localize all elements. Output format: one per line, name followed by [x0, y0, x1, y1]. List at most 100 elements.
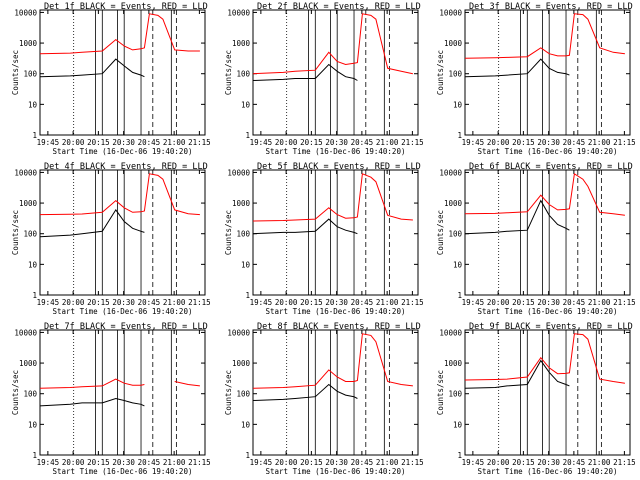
y-tick-label: 1000	[444, 39, 463, 48]
x-tick-label: 21:15	[401, 298, 424, 307]
x-tick-label: 20:15	[300, 458, 323, 467]
y-tick-label: 1000	[19, 39, 38, 48]
y-tick-label: 10	[28, 260, 38, 269]
plot-frame	[252, 329, 419, 456]
y-tick-label: 10	[453, 420, 463, 429]
panel-det-8: Det 8f BLACK = Events, RED = LLD 1 10 100 10…	[224, 322, 424, 476]
x-tick-label: 20:30	[325, 138, 348, 147]
x-tick-label: 20:30	[112, 138, 135, 147]
x-tick-label: 21:15	[613, 298, 636, 307]
y-axis-label: Counts/sec	[436, 210, 445, 255]
x-tick-label: 21:00	[588, 298, 611, 307]
y-axis-label: Counts/sec	[11, 370, 20, 415]
lld-series-line	[464, 333, 625, 384]
x-tick-label: 20:00	[275, 138, 298, 147]
panel-title: Det 9f BLACK = Events, RED = LLD	[469, 322, 633, 332]
y-tick-label: 100	[23, 390, 37, 399]
plot-frame	[39, 329, 206, 456]
x-tick-label: 20:15	[87, 138, 110, 147]
lld-series-line	[39, 173, 200, 216]
x-tick-label: 20:00	[487, 298, 510, 307]
events-series-line	[464, 58, 570, 78]
y-tick-label: 100	[448, 70, 462, 79]
x-tick-label: 19:45	[37, 458, 60, 467]
y-tick-label: 10000	[227, 168, 250, 177]
plot-frame	[252, 169, 419, 296]
y-axis-label: Counts/sec	[224, 370, 233, 415]
y-tick-label: 10000	[439, 8, 462, 17]
y-tick-label: 10	[28, 420, 38, 429]
events-series-line	[464, 199, 570, 235]
x-tick-label: 20:15	[87, 298, 110, 307]
plot-frame	[464, 169, 631, 296]
panel-title: Det 1f BLACK = Events, RED = LLD	[44, 2, 208, 12]
x-tick-label: 20:30	[325, 458, 348, 467]
x-axis-label: Start Time (16-Dec-06 19:40:20)	[266, 147, 406, 156]
x-tick-label: 19:45	[250, 138, 273, 147]
x-tick-label: 21:00	[163, 138, 186, 147]
x-axis-label: Start Time (16-Dec-06 19:40:20)	[478, 467, 618, 476]
lld-series-line	[252, 173, 413, 222]
lld-series-line	[39, 378, 200, 389]
y-tick-label: 10000	[439, 168, 462, 177]
y-tick-label: 1	[457, 451, 462, 460]
panel-det-5: Det 5f BLACK = Events, RED = LLD 1 10 100 10…	[224, 162, 424, 316]
panel-title: Det 4f BLACK = Events, RED = LLD	[44, 162, 208, 172]
x-tick-label: 20:15	[300, 138, 323, 147]
x-tick-label: 21:00	[163, 458, 186, 467]
lld-series-line	[252, 333, 413, 389]
x-tick-label: 20:45	[563, 458, 586, 467]
x-tick-label: 20:00	[487, 138, 510, 147]
events-series-line	[252, 218, 358, 235]
y-axis-label: Counts/sec	[224, 50, 233, 95]
y-tick-label: 100	[23, 70, 37, 79]
x-axis-label: Start Time (16-Dec-06 19:40:20)	[266, 307, 406, 316]
panel-det-3: Det 3f BLACK = Events, RED = LLD 1 10 100 10…	[436, 2, 636, 156]
y-tick-label: 100	[448, 230, 462, 239]
x-tick-label: 21:00	[588, 138, 611, 147]
panel-det-4: Det 4f BLACK = Events, RED = LLD 1 10 100 10…	[11, 162, 211, 316]
x-tick-label: 21:15	[613, 458, 636, 467]
panel-title: Det 5f BLACK = Events, RED = LLD	[257, 162, 421, 172]
y-tick-label: 100	[448, 390, 462, 399]
y-tick-label: 1	[457, 131, 462, 140]
panel-det-9: Det 9f BLACK = Events, RED = LLD 1 10 100 10…	[436, 322, 636, 476]
x-tick-label: 20:00	[275, 458, 298, 467]
lld-series-line	[252, 13, 414, 75]
x-tick-label: 21:15	[188, 458, 211, 467]
x-axis-label: Start Time (16-Dec-06 19:40:20)	[478, 307, 618, 316]
x-tick-label: 20:45	[138, 458, 161, 467]
y-axis-label: Counts/sec	[436, 50, 445, 95]
x-axis-label: Start Time (16-Dec-06 19:40:20)	[53, 307, 193, 316]
lld-series-line	[464, 13, 625, 59]
y-axis-label: Counts/sec	[11, 50, 20, 95]
x-tick-label: 21:00	[376, 138, 399, 147]
x-tick-label: 20:00	[62, 138, 85, 147]
y-tick-label: 10000	[227, 8, 250, 17]
y-tick-label: 1	[245, 291, 250, 300]
x-axis-label: Start Time (16-Dec-06 19:40:20)	[266, 467, 406, 476]
x-tick-label: 20:00	[487, 458, 510, 467]
x-tick-label: 19:45	[462, 138, 485, 147]
y-tick-label: 10000	[227, 328, 250, 337]
x-tick-label: 19:45	[462, 298, 485, 307]
x-tick-label: 20:15	[87, 458, 110, 467]
y-tick-label: 10	[241, 100, 251, 109]
y-tick-label: 1	[245, 451, 250, 460]
x-tick-label: 21:15	[188, 138, 211, 147]
events-series-line	[39, 397, 145, 407]
y-tick-label: 1	[32, 451, 37, 460]
x-tick-label: 20:30	[537, 458, 560, 467]
x-tick-label: 19:45	[462, 458, 485, 467]
x-axis-label: Start Time (16-Dec-06 19:40:20)	[53, 467, 193, 476]
y-tick-label: 10000	[14, 328, 37, 337]
y-tick-label: 100	[236, 390, 250, 399]
events-series-line	[252, 63, 358, 81]
plot-frame	[39, 169, 206, 296]
x-tick-label: 20:45	[138, 298, 161, 307]
x-tick-label: 21:15	[401, 458, 424, 467]
y-tick-label: 1	[32, 131, 37, 140]
panel-det-6: Det 6f BLACK = Events, RED = LLD 1 10 100 10…	[436, 162, 636, 316]
y-tick-label: 10	[28, 100, 38, 109]
x-tick-label: 21:15	[188, 298, 211, 307]
